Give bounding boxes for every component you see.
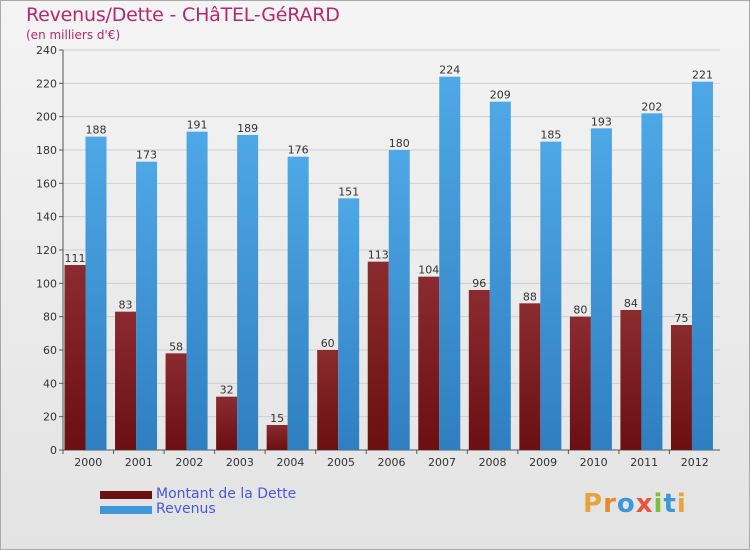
- data-label-revenus-2003: 189: [237, 122, 258, 135]
- bar-revenus-2003: [237, 135, 259, 450]
- data-label-dette-2007: 104: [418, 264, 439, 277]
- y-tick-label: 80: [43, 311, 57, 324]
- bar-dette-2012: [670, 325, 692, 450]
- bar-revenus-2005: [338, 198, 360, 450]
- data-label-dette-2003: 32: [220, 384, 234, 397]
- data-label-revenus-2006: 180: [389, 137, 410, 150]
- data-label-dette-2002: 58: [169, 340, 183, 353]
- y-tick-label: 140: [36, 211, 57, 224]
- bar-revenus-2008: [489, 101, 511, 451]
- chart-title: Revenus/Dette - CHâTEL-GéRARD: [26, 4, 340, 26]
- bar-dette-2006: [367, 261, 389, 450]
- legend-label-dette: Montant de la Dette: [156, 486, 297, 502]
- bar-dette-2010: [569, 316, 591, 450]
- data-label-dette-2006: 113: [368, 249, 389, 262]
- data-label-dette-2001: 83: [119, 299, 133, 312]
- y-tick-label: 0: [50, 444, 57, 457]
- y-tick-label: 240: [36, 44, 57, 57]
- data-label-revenus-2012: 221: [692, 69, 713, 82]
- bar-revenus-2009: [540, 141, 562, 450]
- bar-dette-2002: [165, 353, 187, 450]
- bar-revenus-2000: [85, 136, 107, 450]
- y-tick-label: 40: [43, 377, 57, 390]
- data-label-revenus-2010: 193: [591, 115, 612, 128]
- x-tick-label-2007: 2007: [428, 456, 456, 469]
- bar-revenus-2001: [136, 161, 158, 450]
- y-tick-label: 160: [36, 177, 57, 190]
- bar-dette-2008: [468, 290, 490, 450]
- y-tick-label: 20: [43, 411, 57, 424]
- bar-dette-2003: [216, 396, 238, 450]
- data-label-revenus-2000: 188: [86, 124, 107, 137]
- x-tick-label-2008: 2008: [479, 456, 507, 469]
- x-tick-label-2004: 2004: [276, 456, 304, 469]
- proxiti-logo: Proxiti: [583, 489, 687, 519]
- x-tick-label-2010: 2010: [580, 456, 608, 469]
- x-tick-label-2003: 2003: [226, 456, 254, 469]
- legend-label-revenus: Revenus: [156, 501, 216, 517]
- data-label-dette-2004: 15: [270, 412, 284, 425]
- y-tick-label: 220: [36, 77, 57, 90]
- chart-subtitle: (en milliers d'€): [26, 28, 121, 42]
- data-label-revenus-2004: 176: [288, 144, 309, 157]
- legend-swatch-revenus: [100, 506, 152, 514]
- bar-revenus-2006: [388, 150, 410, 450]
- data-label-dette-2008: 96: [472, 277, 486, 290]
- data-label-dette-2010: 80: [573, 304, 587, 317]
- data-label-revenus-2009: 185: [540, 129, 561, 142]
- data-label-revenus-2008: 209: [490, 89, 511, 102]
- bar-dette-2011: [620, 310, 642, 450]
- bar-dette-2007: [418, 276, 440, 450]
- bar-dette-2001: [115, 311, 137, 450]
- x-tick-label-2012: 2012: [681, 456, 709, 469]
- bar-dette-2009: [519, 303, 541, 450]
- x-tick-label-2006: 2006: [378, 456, 406, 469]
- legend-swatch-dette: [100, 491, 152, 499]
- data-label-dette-2011: 84: [624, 297, 638, 310]
- data-label-revenus-2005: 151: [338, 185, 359, 198]
- data-label-dette-2012: 75: [674, 312, 688, 325]
- bar-revenus-2010: [590, 128, 612, 451]
- y-tick-label: 200: [36, 111, 57, 124]
- x-tick-label-2001: 2001: [125, 456, 153, 469]
- data-label-revenus-2011: 202: [641, 100, 662, 113]
- y-tick-label: 100: [36, 277, 57, 290]
- data-label-revenus-2001: 173: [136, 149, 157, 162]
- bar-revenus-2011: [641, 113, 663, 450]
- y-tick-label: 120: [36, 244, 57, 257]
- x-tick-label-2011: 2011: [630, 456, 658, 469]
- bar-dette-2005: [317, 350, 339, 450]
- y-tick-label: 180: [36, 144, 57, 157]
- x-tick-label-2002: 2002: [175, 456, 203, 469]
- data-label-dette-2005: 60: [321, 337, 335, 350]
- bar-revenus-2002: [186, 131, 208, 450]
- x-tick-label-2005: 2005: [327, 456, 355, 469]
- x-tick-label-2009: 2009: [529, 456, 557, 469]
- data-label-revenus-2007: 224: [439, 64, 460, 77]
- data-label-dette-2000: 111: [65, 252, 86, 265]
- x-tick-label-2000: 2000: [74, 456, 102, 469]
- bar-revenus-2012: [691, 81, 713, 451]
- y-tick-label: 60: [43, 344, 57, 357]
- bar-dette-2000: [64, 265, 86, 450]
- data-label-revenus-2002: 191: [187, 119, 208, 132]
- data-label-dette-2009: 88: [523, 290, 537, 303]
- bar-dette-2004: [266, 425, 288, 450]
- bar-revenus-2007: [439, 76, 461, 451]
- bar-revenus-2004: [287, 156, 309, 450]
